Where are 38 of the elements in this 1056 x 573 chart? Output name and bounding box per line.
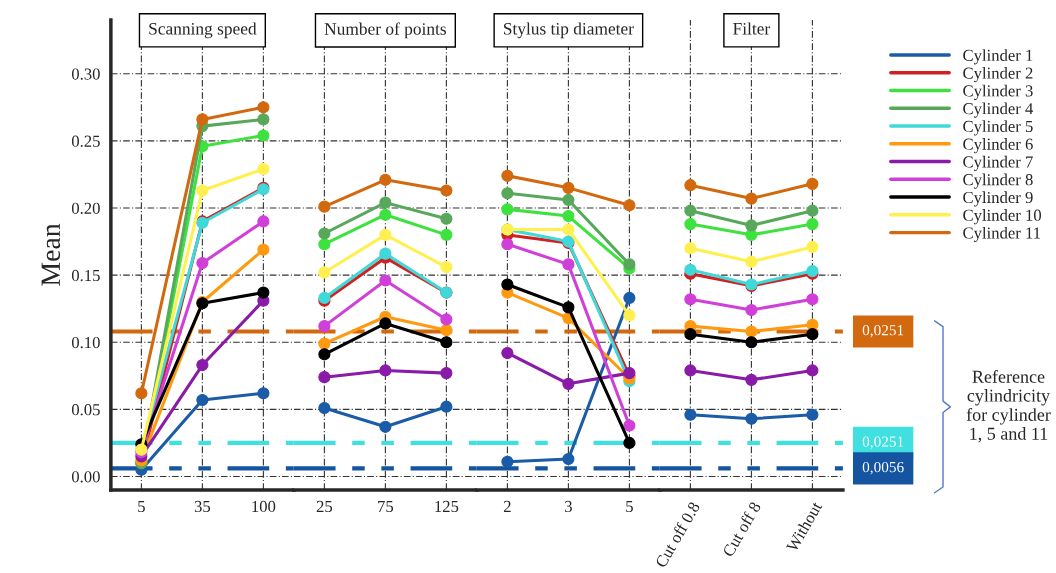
x-tick-label: 35 (194, 500, 211, 513)
legend-label: Cylinder 2 (963, 67, 1033, 83)
x-tick-label: 2 (503, 500, 511, 512)
legend-label: Cylinder 9 (963, 191, 1033, 207)
y-tick-label: 0.30 (71, 68, 100, 80)
legend-label: Cylinder 8 (963, 173, 1033, 189)
y-tick-label: 0.15 (71, 269, 100, 282)
y-tick-label: 0.00 (71, 471, 100, 483)
chart-title: Number of points (324, 22, 446, 39)
chart-title: Filter (733, 22, 771, 35)
x-tick-label: 75 (378, 500, 394, 513)
legend-label: Cylinder 3 (963, 84, 1033, 100)
legend-label: Cylinder 6 (963, 138, 1033, 154)
y-tick-label: 0.20 (71, 202, 100, 215)
chart-title: Stylus tip diameter (503, 22, 634, 39)
chart-title: Scanning speed (149, 22, 257, 39)
y-tick-label: 0.25 (71, 135, 100, 147)
legend-label: Cylinder 11 (963, 226, 1041, 243)
legend-label: Cylinder 1 (963, 49, 1033, 65)
legend-label: Cylinder 7 (963, 155, 1033, 171)
y-tick-label: 0.10 (71, 336, 100, 349)
x-tick-label: 5 (138, 500, 145, 513)
legend-label: Cylinder 10 (963, 209, 1042, 225)
legend-label: Cylinder 4 (963, 102, 1034, 118)
x-tick-label: 125 (435, 500, 459, 513)
y-axis-title: Mean (41, 223, 61, 286)
x-tick-label: 3 (565, 500, 572, 513)
text: Reference cylindricity for cylinder 1, 5 and 11 (966, 369, 1051, 443)
text: 0,0251 (862, 325, 904, 338)
y-tick-label: 0.05 (71, 404, 100, 416)
legend-label: Cylinder 5 (963, 120, 1033, 136)
x-tick-label: 25 (316, 500, 333, 513)
x-tick-label: 100 (252, 500, 276, 513)
x-tick-label: Cut off 8 (721, 500, 762, 558)
text: 0,0251 (862, 436, 904, 449)
x-tick-label: Cut off 0.8 (654, 500, 701, 569)
x-tick-label: 5 (626, 500, 633, 513)
text: 0,0056 (862, 461, 904, 475)
